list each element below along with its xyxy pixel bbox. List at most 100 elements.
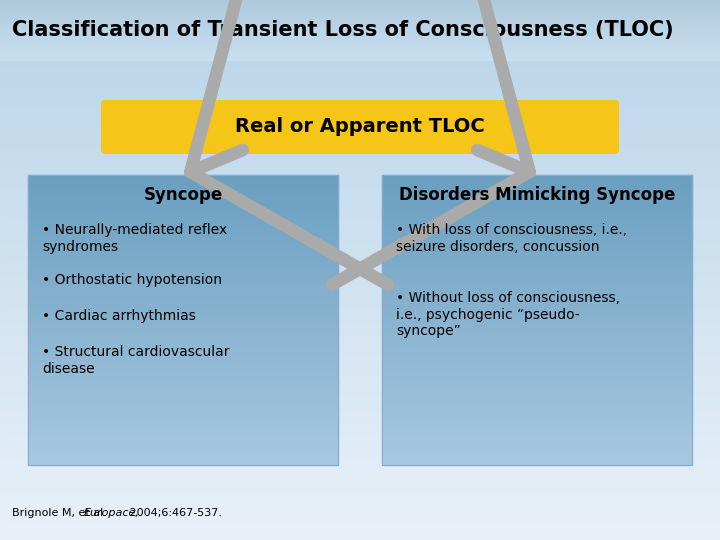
- Bar: [382, 189, 692, 194]
- Bar: [0, 120, 720, 128]
- Bar: [28, 271, 338, 276]
- Bar: [0, 195, 720, 202]
- Text: • With loss of consciousness, i.e.,
seizure disorders, concussion: • With loss of consciousness, i.e., seiz…: [396, 223, 627, 254]
- Bar: [28, 450, 338, 455]
- Bar: [0, 39, 720, 42]
- Bar: [0, 107, 720, 115]
- Bar: [0, 73, 720, 81]
- Bar: [28, 440, 338, 445]
- Bar: [28, 305, 338, 310]
- Bar: [0, 0, 720, 2]
- Text: Disorders Mimicking Syncope: Disorders Mimicking Syncope: [399, 186, 675, 204]
- Bar: [0, 269, 720, 276]
- Bar: [382, 276, 692, 281]
- Bar: [0, 45, 720, 48]
- Bar: [0, 17, 720, 19]
- Bar: [382, 397, 692, 402]
- Bar: [0, 242, 720, 249]
- Bar: [28, 175, 338, 465]
- Bar: [0, 174, 720, 183]
- Bar: [0, 30, 720, 33]
- Bar: [382, 291, 692, 296]
- Bar: [28, 402, 338, 407]
- Text: Real or Apparent TLOC: Real or Apparent TLOC: [235, 118, 485, 137]
- Bar: [0, 411, 720, 418]
- Bar: [28, 242, 338, 247]
- Bar: [382, 218, 692, 224]
- Bar: [382, 315, 692, 320]
- Bar: [0, 50, 720, 52]
- Bar: [28, 377, 338, 383]
- Bar: [0, 35, 720, 37]
- Bar: [0, 114, 720, 122]
- Bar: [0, 6, 720, 14]
- Bar: [28, 204, 338, 209]
- Bar: [382, 382, 692, 388]
- Text: Syncope: Syncope: [143, 186, 222, 204]
- Bar: [28, 339, 338, 344]
- Bar: [28, 194, 338, 199]
- Bar: [382, 223, 692, 228]
- Bar: [0, 161, 720, 168]
- Bar: [0, 532, 720, 540]
- Bar: [0, 498, 720, 507]
- Bar: [0, 431, 720, 438]
- Bar: [0, 57, 720, 60]
- Bar: [28, 353, 338, 359]
- Bar: [0, 154, 720, 162]
- Bar: [0, 377, 720, 384]
- Bar: [0, 512, 720, 519]
- Bar: [0, 37, 720, 39]
- Bar: [382, 440, 692, 445]
- Bar: [28, 256, 338, 262]
- Bar: [0, 12, 720, 20]
- Bar: [0, 478, 720, 486]
- Bar: [0, 303, 720, 310]
- Bar: [28, 252, 338, 257]
- Bar: [382, 421, 692, 427]
- Bar: [0, 33, 720, 40]
- FancyBboxPatch shape: [101, 100, 619, 154]
- Bar: [0, 309, 720, 317]
- Bar: [0, 93, 720, 102]
- Bar: [382, 450, 692, 455]
- Bar: [0, 323, 720, 330]
- Text: • Cardiac arrhythmias: • Cardiac arrhythmias: [42, 309, 196, 323]
- Bar: [0, 363, 720, 372]
- Bar: [0, 33, 720, 36]
- Bar: [28, 276, 338, 281]
- Bar: [382, 377, 692, 383]
- Bar: [0, 424, 720, 432]
- Bar: [0, 390, 720, 399]
- Bar: [382, 247, 692, 252]
- Bar: [0, 1, 720, 3]
- Bar: [0, 10, 720, 12]
- Bar: [28, 213, 338, 219]
- Bar: [382, 339, 692, 344]
- Bar: [382, 256, 692, 262]
- Bar: [28, 334, 338, 339]
- Bar: [382, 238, 692, 242]
- Bar: [0, 14, 720, 17]
- Bar: [0, 255, 720, 263]
- Bar: [0, 458, 720, 465]
- Bar: [0, 492, 720, 500]
- Bar: [28, 184, 338, 190]
- Bar: [0, 43, 720, 45]
- Bar: [382, 281, 692, 286]
- Bar: [0, 485, 720, 492]
- Bar: [0, 282, 720, 291]
- Bar: [382, 242, 692, 247]
- Bar: [28, 397, 338, 402]
- Bar: [382, 416, 692, 422]
- Bar: [28, 387, 338, 393]
- Bar: [0, 471, 720, 480]
- Bar: [0, 316, 720, 324]
- Bar: [0, 289, 720, 297]
- Bar: [382, 174, 692, 180]
- Bar: [28, 233, 338, 238]
- Bar: [28, 189, 338, 194]
- Bar: [382, 343, 692, 349]
- Bar: [0, 49, 720, 51]
- Bar: [0, 343, 720, 351]
